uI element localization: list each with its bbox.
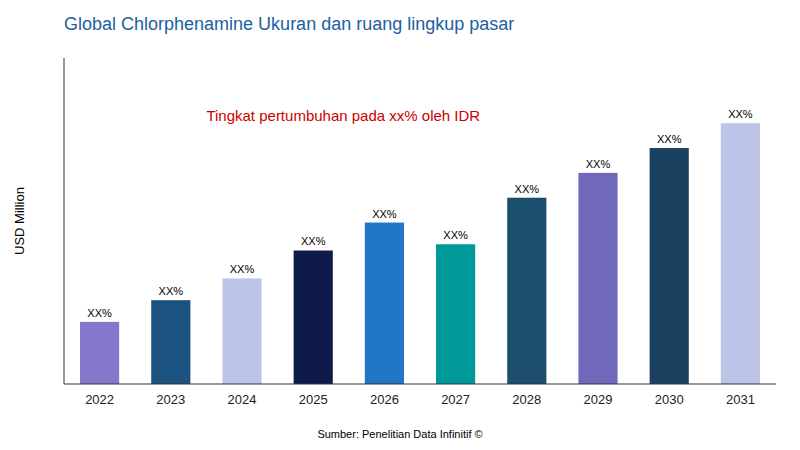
x-tick-label: 2030 bbox=[655, 392, 684, 407]
x-tick-label: 2028 bbox=[512, 392, 541, 407]
bar bbox=[650, 148, 689, 384]
y-axis-label: USD Million bbox=[12, 187, 27, 255]
bars bbox=[80, 123, 760, 384]
title: Global Chlorphenamine Ukuran dan ruang l… bbox=[64, 14, 514, 34]
x-tick-label: 2029 bbox=[584, 392, 613, 407]
data-label: XX% bbox=[230, 263, 255, 275]
annotation: Tingkat pertumbuhan pada xx% oleh IDR bbox=[206, 107, 480, 124]
data-label: XX% bbox=[159, 285, 184, 297]
data-label: XX% bbox=[372, 208, 397, 220]
bar bbox=[151, 300, 190, 384]
bar bbox=[507, 198, 546, 384]
x-axis-line bbox=[64, 384, 776, 385]
data-label: XX% bbox=[657, 133, 682, 145]
data-label: XX% bbox=[515, 183, 540, 195]
bar bbox=[578, 173, 617, 384]
bar bbox=[80, 322, 119, 384]
data-label: XX% bbox=[728, 108, 753, 120]
x-tick-label: 2025 bbox=[299, 392, 328, 407]
chart-container: Global Chlorphenamine Ukuran dan ruang l… bbox=[0, 0, 800, 450]
x-tick-label: 2022 bbox=[85, 392, 114, 407]
x-tick-label: 2031 bbox=[726, 392, 755, 407]
x-tick-label: 2027 bbox=[441, 392, 470, 407]
x-tick-label: 2023 bbox=[156, 392, 185, 407]
bar bbox=[294, 250, 333, 384]
bar bbox=[365, 223, 404, 384]
data-label: XX% bbox=[301, 235, 326, 247]
y-axis-line bbox=[64, 58, 65, 384]
x-tick-label: 2024 bbox=[228, 392, 257, 407]
data-label: XX% bbox=[586, 158, 611, 170]
data-label: XX% bbox=[87, 307, 112, 319]
data-label: XX% bbox=[443, 229, 468, 241]
source: Sumber: Penelitian Data Infinitif © bbox=[317, 428, 482, 440]
bar bbox=[222, 278, 261, 384]
bar bbox=[721, 123, 760, 384]
bar bbox=[436, 244, 475, 384]
x-tick-label: 2026 bbox=[370, 392, 399, 407]
chart: Global Chlorphenamine Ukuran dan ruang l… bbox=[0, 0, 800, 450]
